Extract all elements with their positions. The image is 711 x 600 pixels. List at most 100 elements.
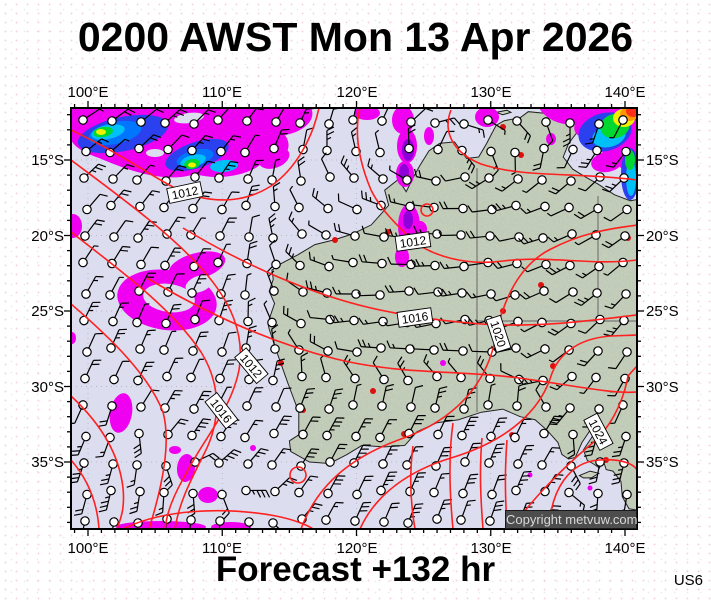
barb-full: [357, 339, 362, 347]
barb-full: [333, 483, 342, 485]
wind-barb: [609, 115, 628, 139]
station-circle: [271, 402, 281, 412]
wind-barb: [520, 344, 550, 359]
barb-staff: [111, 277, 120, 292]
station-circle: [403, 518, 413, 528]
barb-half: [384, 321, 388, 327]
barb-staff: [115, 164, 128, 177]
map-frame: [70, 107, 638, 530]
barb-staff: [609, 180, 622, 193]
station-circle: [375, 432, 385, 443]
station-circle: [593, 203, 603, 214]
barb-staff: [288, 218, 300, 232]
wind-barb: [588, 457, 605, 485]
wind-barb: [269, 415, 292, 439]
barb-full: [286, 308, 289, 316]
barb-half: [466, 396, 472, 399]
barb-half: [313, 256, 316, 262]
barb-full: [339, 443, 348, 446]
station-circle: [511, 485, 521, 496]
barb-staff: [470, 235, 487, 239]
wind-barb: [483, 115, 506, 135]
barb-half: [511, 171, 516, 176]
wind-barb: [269, 128, 290, 154]
wind-barb: [187, 418, 211, 441]
station-circle: [622, 489, 632, 500]
barb-staff: [102, 441, 110, 457]
wind-barb: [214, 299, 234, 326]
wind-barb: [135, 329, 156, 354]
isobar-label-box: [396, 307, 434, 328]
barb-full: [438, 201, 444, 209]
barb-full: [549, 423, 558, 426]
barb-half: [223, 458, 229, 461]
barb-half: [611, 162, 617, 165]
station-circle: [269, 143, 279, 154]
barb-half: [414, 480, 419, 483]
barb-half: [574, 241, 579, 246]
barb-staff: [141, 134, 154, 147]
barb-staff: [141, 330, 149, 346]
barb-staff: [501, 180, 516, 192]
wind-barb: [132, 303, 150, 328]
barb-full: [177, 216, 186, 219]
wind-barb: [541, 117, 554, 147]
barb-staff: [143, 108, 157, 120]
wind-barb: [518, 233, 548, 245]
station-circle: [323, 346, 333, 356]
barb-full: [562, 142, 571, 148]
wind-barb: [511, 470, 532, 496]
barb-full: [469, 230, 476, 238]
station-circle: [348, 400, 358, 410]
isobar: [146, 277, 637, 394]
isobar-ring: [289, 466, 307, 484]
barb-staff: [166, 247, 176, 263]
wind-barb: [162, 357, 184, 382]
barb-full: [337, 224, 341, 233]
station-circle: [267, 317, 277, 328]
barb-full: [283, 387, 292, 390]
station-circle: [190, 172, 200, 182]
wind-barb: [433, 415, 455, 440]
station-circle: [189, 119, 199, 129]
barb-staff: [585, 321, 598, 334]
barb-half: [330, 429, 335, 431]
station-circle: [485, 231, 495, 241]
barb-half: [356, 383, 362, 387]
barb-staff: [471, 179, 486, 190]
town-dot: [332, 237, 338, 243]
barb-full: [551, 447, 560, 449]
station-circle: [591, 372, 601, 383]
station-circle: [296, 176, 306, 186]
barb-staff: [277, 108, 287, 119]
barb-full: [249, 245, 257, 249]
station-circle: [134, 143, 144, 154]
lat-label-left: 25°S: [31, 303, 64, 320]
barb-full: [151, 246, 159, 249]
wind-barb: [126, 460, 142, 488]
station-circle: [296, 318, 306, 329]
barb-full: [589, 503, 598, 509]
barb-full: [198, 278, 207, 280]
barb-staff: [411, 387, 416, 404]
station-circle: [163, 144, 173, 155]
barb-half: [115, 337, 120, 339]
barb-full: [413, 225, 418, 234]
lat-label-right: 20°S: [646, 228, 679, 245]
barb-full: [579, 534, 587, 541]
barb-half: [337, 289, 342, 295]
wind-barb: [134, 134, 162, 154]
barb-staff: [164, 331, 173, 347]
precip-area: [392, 108, 414, 134]
station-circle: [429, 487, 439, 498]
barb-staff: [610, 323, 622, 337]
station-circle: [189, 404, 199, 414]
isobar-label: 1012: [394, 231, 432, 252]
station-circle: [217, 204, 227, 215]
barb-full: [126, 164, 135, 168]
barb-staff: [356, 502, 364, 518]
station-circle: [379, 374, 389, 385]
barb-half: [495, 425, 501, 428]
barb-half: [389, 165, 391, 171]
